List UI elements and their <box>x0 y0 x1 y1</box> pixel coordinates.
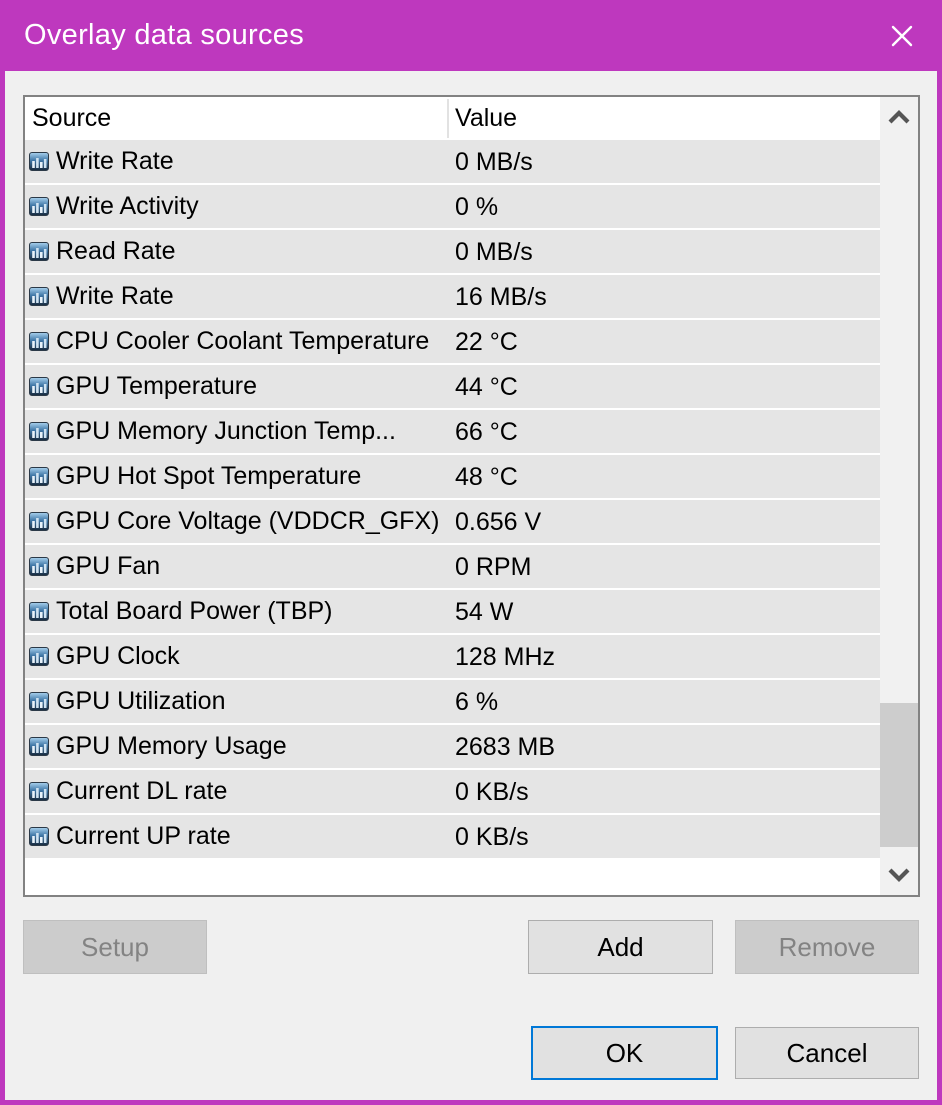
vertical-scrollbar[interactable] <box>880 97 918 895</box>
titlebar: Overlay data sources <box>0 0 942 71</box>
bar-graph-icon <box>29 287 49 306</box>
row-source: Current DL rate <box>56 777 228 805</box>
row-source: Write Rate <box>56 282 174 310</box>
row-value: 0 RPM <box>455 553 532 581</box>
row-value: 0 % <box>455 193 499 221</box>
row-value: 48 °C <box>455 463 518 491</box>
row-source: GPU Core Voltage (VDDCR_GFX) <box>56 507 440 535</box>
table-row[interactable]: GPU Clock 128 MHz <box>25 635 880 680</box>
row-source: GPU Clock <box>56 642 180 670</box>
scrollbar-down-button[interactable] <box>880 855 918 895</box>
scrollbar-track[interactable] <box>880 137 918 855</box>
bar-graph-icon <box>29 377 49 396</box>
row-source: GPU Temperature <box>56 372 258 400</box>
chevron-up-icon <box>888 110 910 124</box>
row-value: 128 MHz <box>455 643 556 671</box>
chevron-down-icon <box>888 868 910 882</box>
row-value: 6 % <box>455 688 499 716</box>
remove-button[interactable]: Remove <box>735 920 919 974</box>
row-source: Total Board Power (TBP) <box>56 597 333 625</box>
row-source: GPU Memory Junction Temp... <box>56 417 396 445</box>
bar-graph-icon <box>29 737 49 756</box>
add-button[interactable]: Add <box>528 920 713 974</box>
scrollbar-thumb[interactable] <box>880 703 918 847</box>
table-header: Source Value <box>25 97 880 140</box>
table-row[interactable]: GPU Memory Junction Temp... 66 °C <box>25 410 880 455</box>
bar-graph-icon <box>29 512 49 531</box>
row-source: Write Activity <box>56 192 199 220</box>
table-row[interactable]: Write Rate 0 MB/s <box>25 140 880 185</box>
row-source: Write Rate <box>56 147 174 175</box>
data-sources-table: Source Value <box>23 95 920 897</box>
column-header-source[interactable]: Source <box>32 104 112 132</box>
row-value: 0.656 V <box>455 508 542 536</box>
table-row[interactable]: GPU Core Voltage (VDDCR_GFX) 0.656 V <box>25 500 880 545</box>
cancel-button[interactable]: Cancel <box>735 1027 919 1079</box>
table-row[interactable]: Write Rate 16 MB/s <box>25 275 880 320</box>
bar-graph-icon <box>29 557 49 576</box>
bar-graph-icon <box>29 332 49 351</box>
row-source: GPU Fan <box>56 552 161 580</box>
table-row[interactable]: CPU Cooler Coolant Temperature 22 °C <box>25 320 880 365</box>
table-row[interactable]: Write Activity 0 % <box>25 185 880 230</box>
bar-graph-icon <box>29 467 49 486</box>
table-rows: Write Rate 0 MB/s Write Activity <box>25 140 880 860</box>
row-value: 0 KB/s <box>455 823 529 851</box>
scrollbar-up-button[interactable] <box>880 97 918 137</box>
table-row[interactable]: GPU Utilization 6 % <box>25 680 880 725</box>
bar-graph-icon <box>29 152 49 171</box>
table-row[interactable]: GPU Fan 0 RPM <box>25 545 880 590</box>
row-value: 0 MB/s <box>455 238 533 266</box>
bar-graph-icon <box>29 647 49 666</box>
row-source: Read Rate <box>56 237 176 265</box>
row-source: GPU Hot Spot Temperature <box>56 462 362 490</box>
table-row[interactable]: GPU Hot Spot Temperature 48 °C <box>25 455 880 500</box>
bar-graph-icon <box>29 602 49 621</box>
close-button[interactable] <box>876 12 928 60</box>
row-value: 0 MB/s <box>455 148 533 176</box>
table-row[interactable]: Current DL rate 0 KB/s <box>25 770 880 815</box>
column-header-value[interactable]: Value <box>455 104 518 132</box>
bar-graph-icon <box>29 827 49 846</box>
row-value: 54 W <box>455 598 514 626</box>
column-divider[interactable] <box>447 99 449 138</box>
table-row[interactable]: Total Board Power (TBP) 54 W <box>25 590 880 635</box>
row-value: 44 °C <box>455 373 518 401</box>
row-value: 16 MB/s <box>455 283 547 311</box>
row-source: GPU Memory Usage <box>56 732 287 760</box>
row-source: Current UP rate <box>56 822 231 850</box>
bar-graph-icon <box>29 197 49 216</box>
dialog-title: Overlay data sources <box>24 19 305 51</box>
bar-graph-icon <box>29 782 49 801</box>
row-source: GPU Utilization <box>56 687 226 715</box>
close-icon <box>891 25 913 47</box>
table-row[interactable]: GPU Memory Usage 2683 MB <box>25 725 880 770</box>
row-value: 22 °C <box>455 328 518 356</box>
setup-button[interactable]: Setup <box>23 920 207 974</box>
bar-graph-icon <box>29 692 49 711</box>
table-row[interactable]: GPU Temperature 44 °C <box>25 365 880 410</box>
row-source: CPU Cooler Coolant Temperature <box>56 327 430 355</box>
bar-graph-icon <box>29 242 49 261</box>
bar-graph-icon <box>29 422 49 441</box>
row-value: 2683 MB <box>455 733 556 761</box>
row-value: 66 °C <box>455 418 518 446</box>
row-value: 0 KB/s <box>455 778 529 806</box>
ok-button[interactable]: OK <box>531 1026 718 1080</box>
table-row[interactable]: Read Rate 0 MB/s <box>25 230 880 275</box>
dialog-body: Source Value <box>5 71 937 1100</box>
table-row[interactable]: Current UP rate 0 KB/s <box>25 815 880 860</box>
